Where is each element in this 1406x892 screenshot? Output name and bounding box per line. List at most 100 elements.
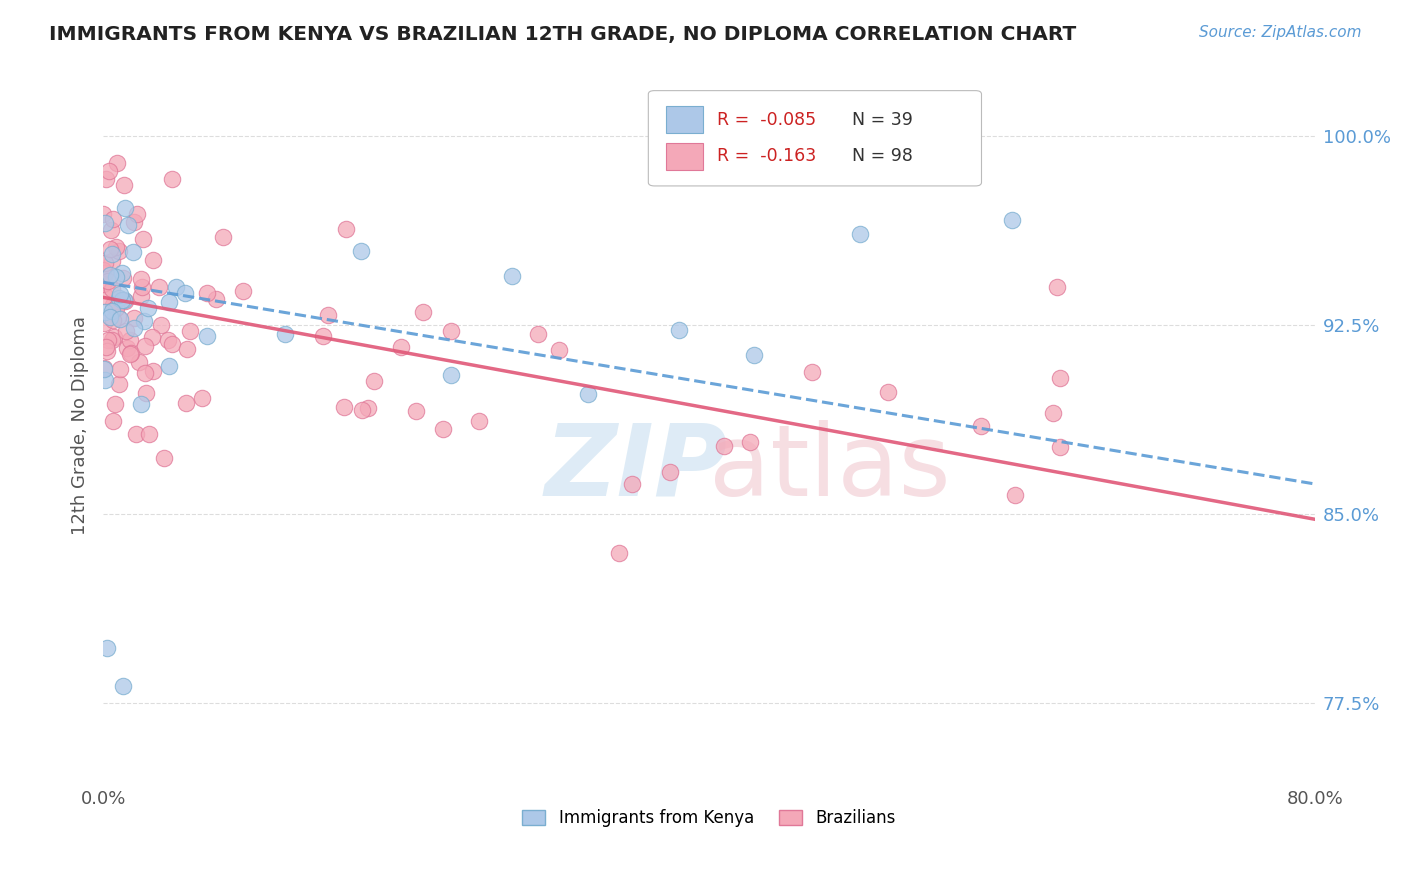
Point	[94, 372, 117, 386]
Point	[440, 368, 463, 382]
Text: N = 39: N = 39	[852, 111, 912, 128]
Point	[134, 367, 156, 381]
Point	[204, 293, 226, 307]
Point	[128, 355, 150, 369]
Point	[101, 282, 124, 296]
Point	[349, 244, 371, 259]
Point	[668, 323, 690, 337]
Point	[97, 164, 120, 178]
Point	[335, 222, 357, 236]
Point	[93, 262, 115, 277]
Point	[135, 386, 157, 401]
Point	[162, 172, 184, 186]
Point	[101, 414, 124, 428]
Point	[105, 156, 128, 170]
Point	[101, 333, 124, 347]
FancyBboxPatch shape	[648, 91, 981, 186]
Point	[274, 326, 297, 341]
Text: ZIP: ZIP	[544, 420, 728, 516]
Point	[142, 252, 165, 267]
Point	[607, 546, 630, 560]
Point	[621, 477, 644, 491]
Point	[118, 334, 141, 348]
Point	[412, 304, 434, 318]
Point	[363, 375, 385, 389]
Point	[195, 286, 218, 301]
Point	[122, 310, 145, 325]
Point	[98, 242, 121, 256]
Point	[1004, 488, 1026, 502]
Point	[101, 313, 124, 327]
Point	[122, 321, 145, 335]
Point	[101, 298, 124, 312]
Text: R =  -0.163: R = -0.163	[717, 147, 817, 165]
Point	[120, 346, 142, 360]
Point	[112, 293, 135, 307]
Point	[179, 324, 201, 338]
Point	[740, 435, 762, 450]
Point	[195, 328, 218, 343]
Point	[389, 340, 412, 354]
Point	[744, 347, 766, 361]
Point	[849, 227, 872, 241]
Point	[96, 343, 118, 358]
Point	[101, 304, 124, 318]
Point	[877, 384, 900, 399]
Point	[107, 310, 129, 324]
Point	[357, 401, 380, 415]
Point	[93, 316, 115, 330]
Point	[142, 364, 165, 378]
Point	[112, 271, 135, 285]
Point	[120, 347, 142, 361]
Point	[104, 396, 127, 410]
Point	[970, 418, 993, 433]
Point	[668, 142, 690, 156]
Point	[94, 172, 117, 186]
Point	[150, 318, 173, 333]
Point	[101, 253, 124, 268]
Point	[94, 216, 117, 230]
Point	[316, 308, 339, 322]
Point	[156, 334, 179, 348]
Point	[91, 277, 114, 292]
Point	[134, 314, 156, 328]
Point	[111, 293, 134, 307]
Point	[97, 274, 120, 288]
Point	[160, 336, 183, 351]
Point	[98, 268, 121, 282]
Legend: Immigrants from Kenya, Brazilians: Immigrants from Kenya, Brazilians	[515, 803, 903, 834]
Point	[104, 240, 127, 254]
Point	[165, 280, 187, 294]
Point	[94, 266, 117, 280]
Point	[93, 361, 115, 376]
Text: R =  -0.085: R = -0.085	[717, 111, 817, 128]
Text: N = 98: N = 98	[852, 147, 912, 165]
Point	[96, 640, 118, 655]
Point	[93, 362, 115, 376]
Point	[176, 396, 198, 410]
Point	[112, 679, 135, 693]
Point	[232, 284, 254, 298]
Bar	[666, 106, 703, 133]
Point	[94, 256, 117, 270]
Point	[312, 329, 335, 343]
Point	[1042, 406, 1064, 420]
Point	[131, 280, 153, 294]
Point	[501, 268, 523, 283]
Point	[125, 426, 148, 441]
Point	[350, 402, 373, 417]
Point	[94, 340, 117, 354]
Point	[527, 326, 550, 341]
Point	[98, 310, 121, 325]
Point	[101, 211, 124, 226]
Point	[157, 295, 180, 310]
Point	[114, 293, 136, 308]
Point	[108, 292, 131, 306]
Point	[111, 266, 134, 280]
Point	[117, 218, 139, 232]
Point	[547, 343, 569, 357]
Point	[93, 207, 115, 221]
Point	[103, 329, 125, 343]
Point	[136, 301, 159, 315]
Point	[110, 362, 132, 376]
